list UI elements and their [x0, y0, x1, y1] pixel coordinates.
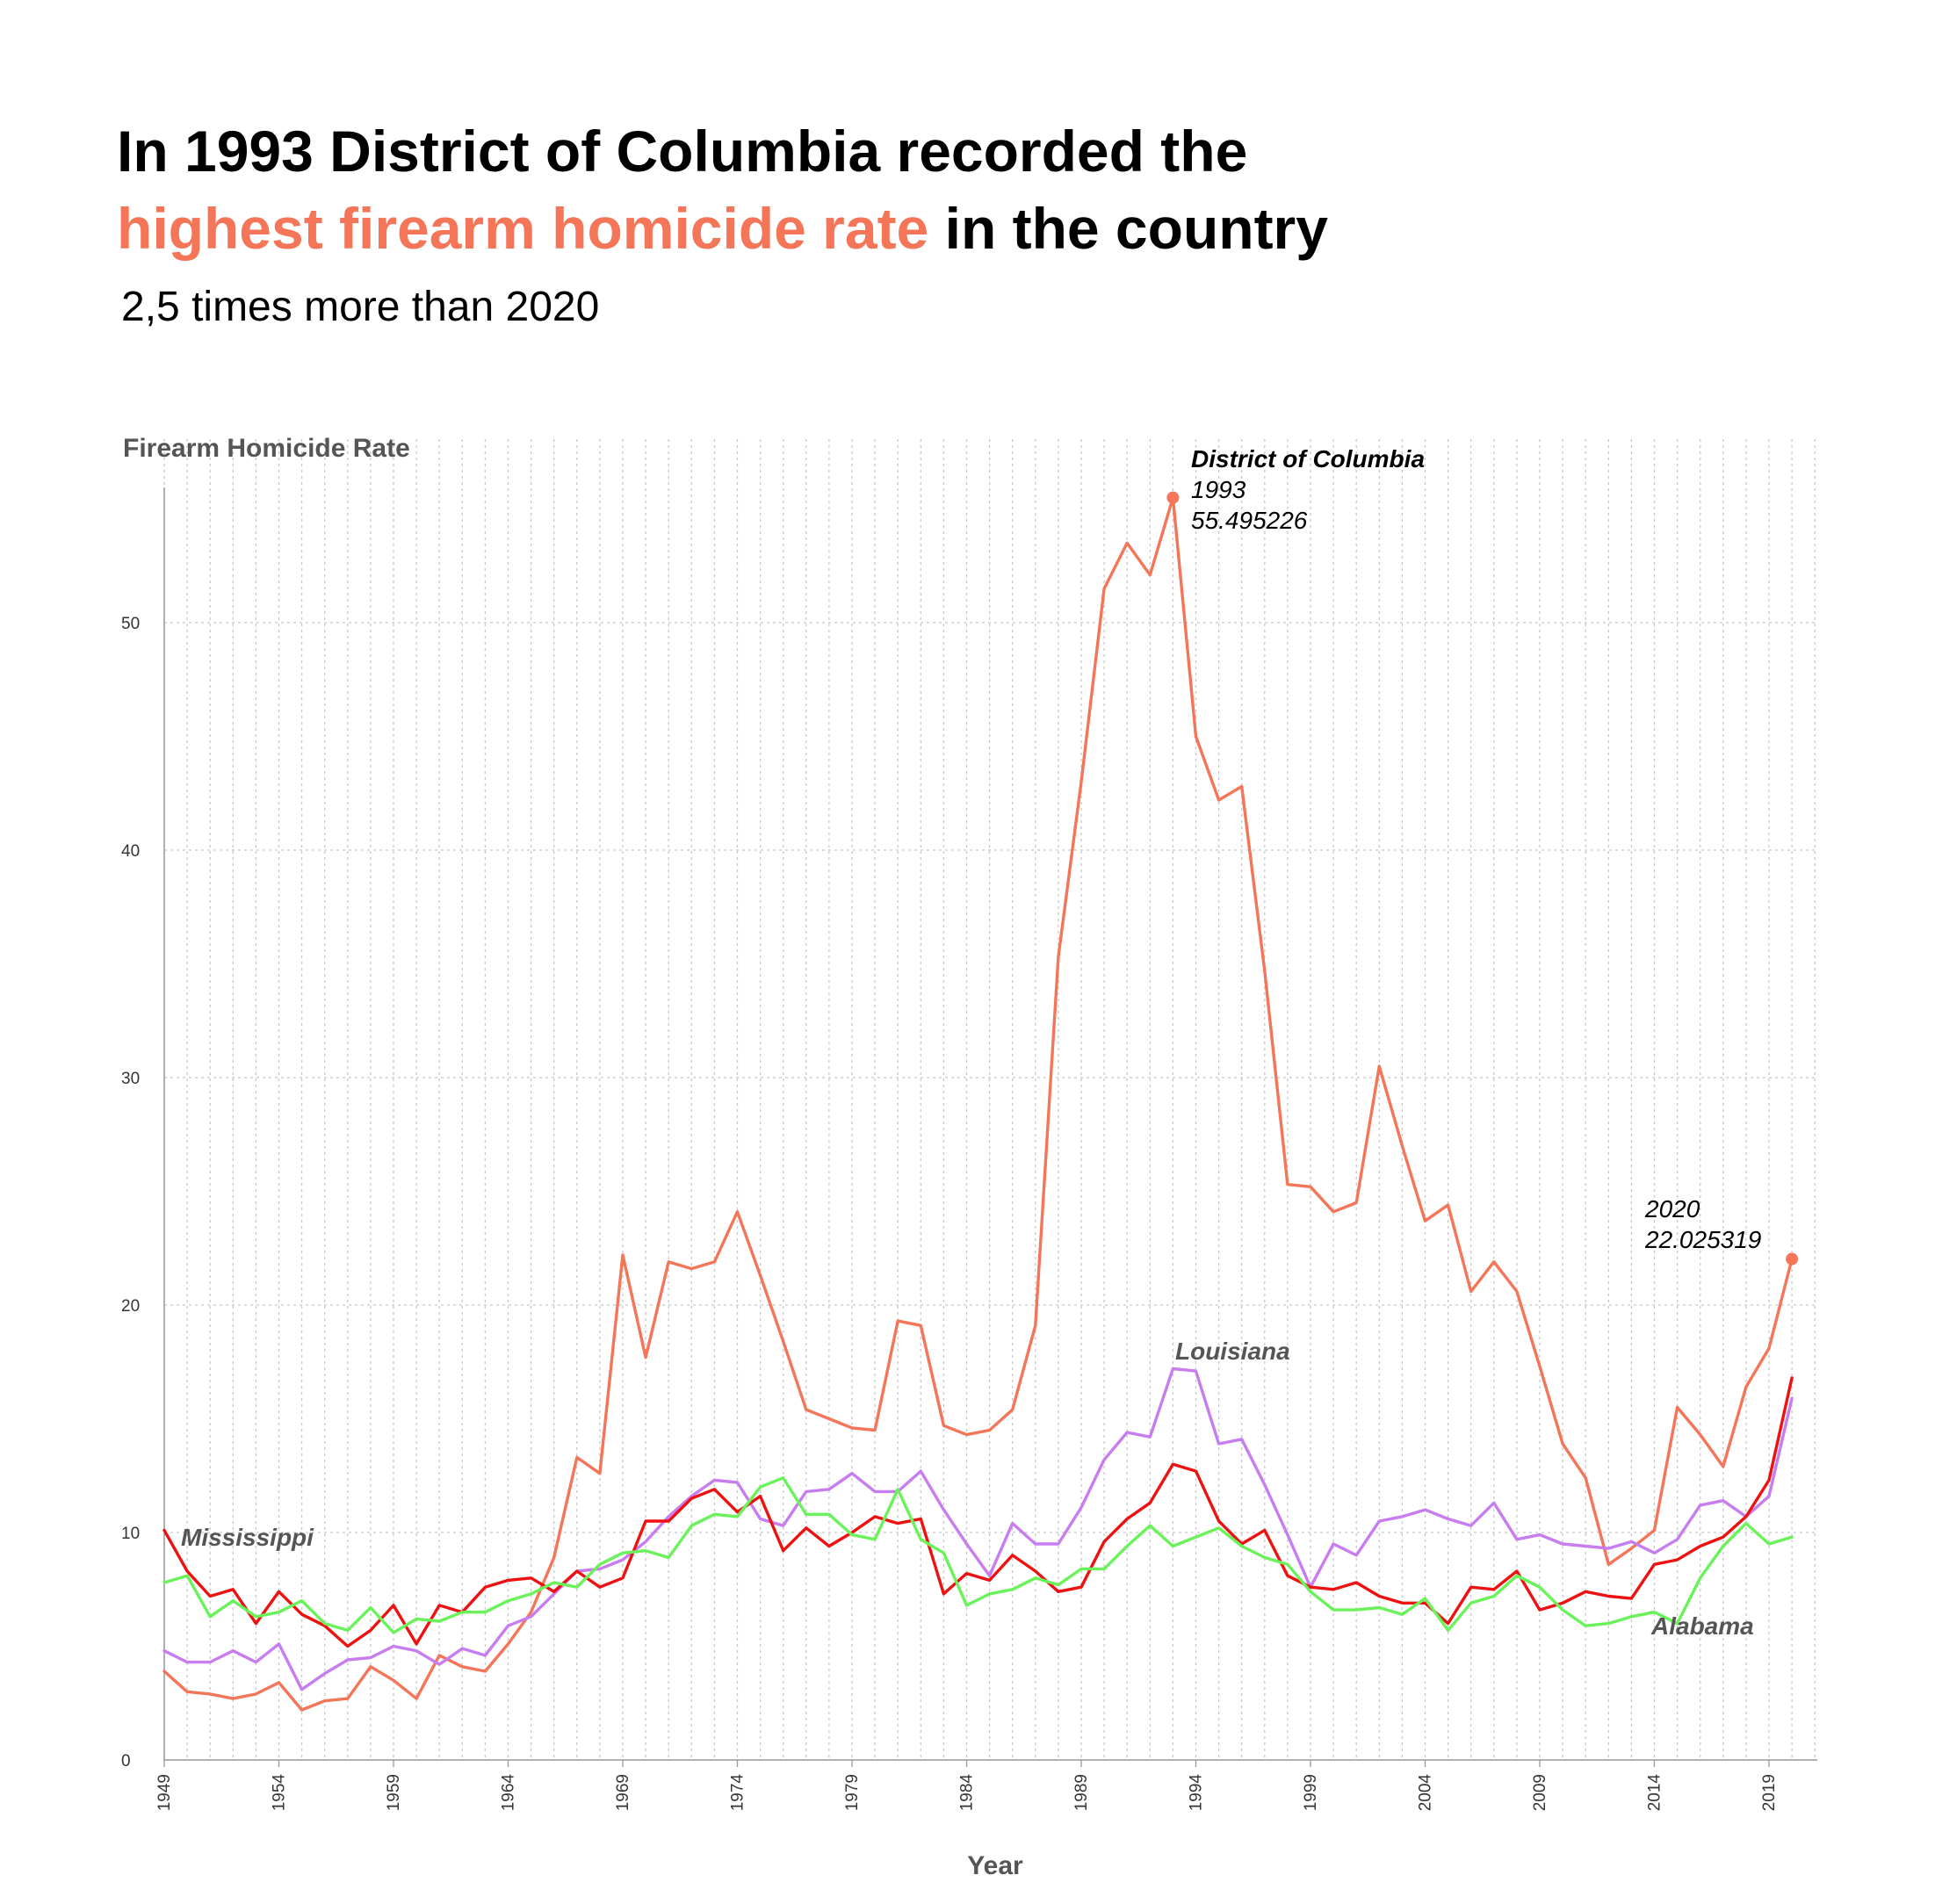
title-line-1: In 1993 District of Columbia recorded th… [117, 119, 1248, 184]
chart-title: In 1993 District of Columbia recorded th… [117, 112, 1874, 267]
marker-dc_peak [1166, 491, 1180, 504]
x-tick-label: 1984 [958, 1774, 977, 1812]
y-tick-label: 0 [121, 1752, 131, 1771]
annotation-2020-value: 22.025319 [1644, 1226, 1761, 1253]
annotation-dc-name: District of Columbia [1191, 445, 1425, 472]
x-tick-label: 1974 [729, 1774, 747, 1812]
series-lines [162, 496, 1794, 1712]
x-tick-label: 1989 [1072, 1774, 1091, 1811]
x-tick-labels: 1949 1954 1959 1964 1969 1974 1979 1984 1989 1994… [155, 1760, 1779, 1811]
y-axis-title: Firearm Homicide Rate [123, 434, 410, 463]
x-tick-label: 1959 [385, 1774, 403, 1811]
x-tick-label: 1994 [1188, 1774, 1206, 1812]
marker-dc_2020 [1786, 1252, 1799, 1266]
y-tick-label: 20 [121, 1297, 140, 1316]
title-rest: in the country [928, 196, 1328, 261]
y-tick-label: 50 [121, 615, 140, 633]
x-tick-label: 1979 [843, 1774, 862, 1811]
series-label-louisiana: Louisiana [1175, 1338, 1290, 1365]
x-tick-label: 1999 [1302, 1774, 1320, 1811]
x-axis-title: Year [967, 1851, 1023, 1880]
horizontal-gridlines [164, 622, 1817, 1533]
x-tick-label: 1964 [500, 1774, 518, 1812]
vertical-gridlines [163, 439, 1816, 1760]
y-tick-labels: 0 10 20 30 40 50 [121, 615, 140, 1771]
x-tick-label: 2004 [1417, 1774, 1435, 1812]
series-label-alabama: Alabama [1650, 1612, 1754, 1640]
series-line-alabama [162, 1476, 1794, 1634]
chart-subtitle: 2,5 times more than 2020 [121, 284, 600, 330]
x-tick-label: 1954 [271, 1774, 289, 1812]
title-highlight: highest firearm homicide rate [117, 196, 929, 261]
series-line-dc [162, 496, 1794, 1712]
x-tick-label: 1969 [614, 1774, 632, 1811]
series-line-mississippi [162, 1376, 1794, 1648]
axes [163, 487, 1817, 1761]
annotation-dc-value: 55.495226 [1191, 507, 1308, 534]
annotation-2020-year: 2020 [1644, 1195, 1700, 1222]
series-label-mississippi: Mississippi [181, 1524, 314, 1551]
y-tick-label: 40 [121, 842, 140, 861]
annotation-markers [1166, 491, 1799, 1266]
y-tick-label: 30 [121, 1070, 140, 1088]
title-line-2: highest firearm homicide rate in the cou… [117, 190, 1874, 267]
x-tick-label: 2014 [1646, 1774, 1664, 1812]
y-tick-label: 10 [121, 1525, 140, 1543]
annotation-dc-year: 1993 [1191, 476, 1246, 503]
x-tick-label: 2009 [1531, 1774, 1549, 1811]
x-tick-label: 2019 [1760, 1774, 1779, 1811]
x-tick-label: 1949 [155, 1774, 174, 1811]
series-line-louisiana [162, 1367, 1794, 1691]
